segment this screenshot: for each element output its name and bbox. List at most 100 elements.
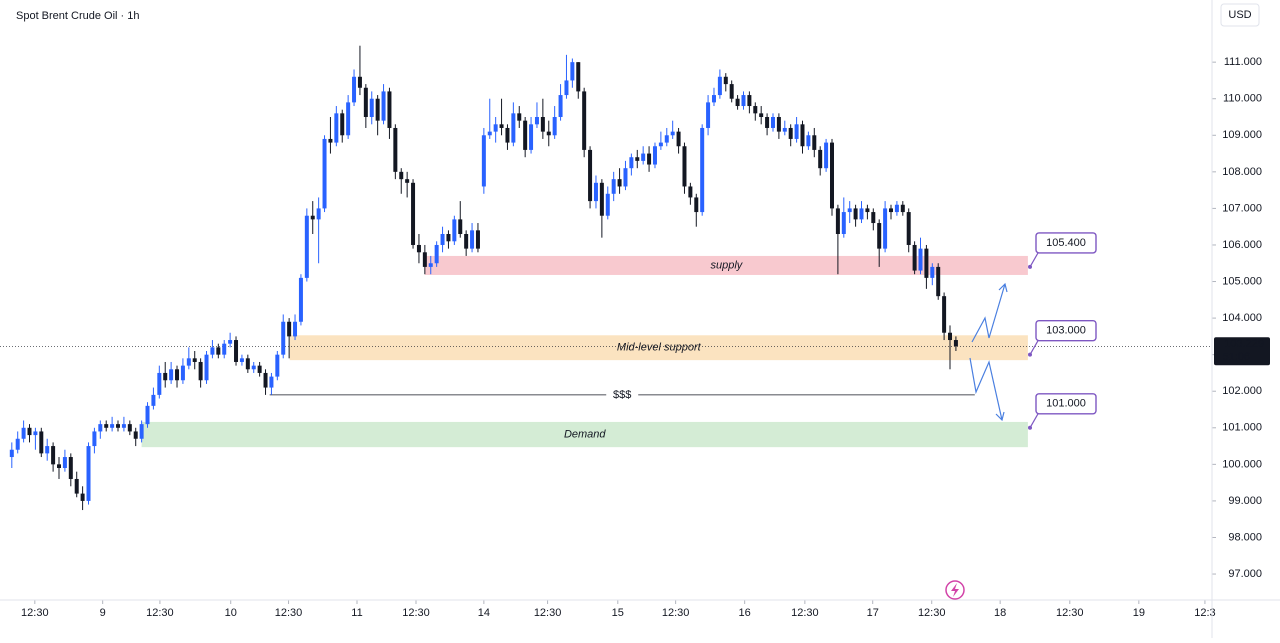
candle-body (57, 464, 62, 469)
candle-body (116, 424, 121, 428)
candle-body (127, 424, 132, 432)
x-tick-label: 12:3 (1194, 607, 1215, 619)
zone (141, 421, 1028, 448)
x-tick-label: 12:30 (1056, 607, 1084, 619)
candle-body (234, 340, 239, 362)
candle-body (770, 117, 775, 128)
candle-body (676, 131, 681, 147)
candle-body (953, 340, 958, 347)
candle-body (694, 197, 699, 213)
zone-label: Demand (564, 428, 606, 440)
y-tick-label: 98.000 (1228, 531, 1262, 543)
candle-body (340, 113, 345, 136)
callout-connector (1029, 413, 1039, 429)
candle-body (33, 431, 38, 436)
candle-body (216, 347, 221, 355)
candle-body (747, 95, 752, 107)
candle-body (647, 153, 652, 165)
candle-body (499, 124, 504, 128)
candle-body (682, 146, 687, 187)
zones-layer: supply Mid-level support Demand $$$ (0, 255, 1212, 448)
projection-down (969, 357, 1003, 421)
candle-body (139, 424, 144, 439)
liquidity-label: $$$ (613, 389, 631, 401)
candle-body (51, 446, 56, 465)
candle-body (204, 354, 209, 381)
projection-up (971, 283, 1006, 343)
currency-label[interactable]: USD (1228, 9, 1251, 21)
candle-body (452, 219, 457, 242)
candle-body (711, 95, 716, 103)
callout-label: 105.400 (1046, 237, 1086, 249)
candle-body (912, 244, 917, 271)
candle-body (641, 153, 646, 161)
candle-body (110, 424, 115, 428)
candle-body (818, 149, 823, 169)
zone-label: Mid-level support (617, 342, 702, 354)
candle-body (411, 182, 416, 245)
candle-body (381, 91, 386, 121)
candle-body (948, 332, 953, 341)
candle-body (853, 208, 858, 220)
candle-body (298, 277, 303, 322)
candle-body (475, 230, 480, 249)
candle-body (245, 358, 250, 370)
x-tick-label: 12:30 (402, 607, 430, 619)
x-tick-label: 12:30 (21, 607, 49, 619)
y-tick-label: 102.000 (1222, 385, 1262, 397)
candle-body (239, 358, 244, 362)
candle-body (623, 168, 628, 187)
candle-body (428, 263, 433, 267)
x-tick-label: 11 (351, 607, 362, 619)
candle-body (27, 427, 32, 436)
liquidity-label-bg (606, 386, 639, 403)
candle-body (287, 321, 292, 337)
x-tick-label: 15 (612, 607, 624, 619)
candle-body (936, 266, 941, 297)
candle-body (800, 124, 805, 147)
candle-body (906, 212, 911, 245)
candle-body (865, 208, 870, 213)
candle-body (263, 372, 268, 388)
candle-body (434, 244, 439, 264)
candle-body (222, 343, 227, 355)
candle-body (357, 76, 362, 88)
y-tick-label: 97.000 (1228, 568, 1262, 580)
replay-icon[interactable] (945, 580, 965, 600)
candle-body (322, 138, 327, 209)
candle-body (121, 424, 126, 428)
candle-body (883, 208, 888, 249)
x-tick-label: 14 (478, 607, 490, 619)
candle-body (629, 157, 634, 169)
callout-connector (1029, 252, 1039, 268)
candle-body (824, 142, 829, 169)
zone (289, 335, 1028, 361)
candle-body (481, 135, 486, 187)
candle-body (151, 394, 156, 406)
candle-body (664, 135, 669, 143)
arrow-head-down (995, 411, 1005, 422)
candles-layer (9, 45, 958, 511)
y-tick-label: 111.000 (1224, 56, 1262, 68)
candle-body (812, 135, 817, 150)
candle-body (517, 113, 522, 121)
candle-body (611, 179, 616, 194)
candle-body (564, 80, 569, 96)
candle-body (829, 142, 834, 209)
candle-body (487, 131, 492, 136)
candle-body (900, 204, 905, 213)
x-tick-label: 10 (225, 607, 237, 619)
candle-body (68, 457, 73, 479)
candle-body (511, 113, 516, 143)
candle-body (21, 427, 26, 439)
candle-body (735, 98, 740, 107)
candle-body (62, 457, 67, 469)
y-tick-label: 109.000 (1222, 129, 1262, 141)
candle-body (275, 354, 280, 377)
x-tick-label: 12:30 (146, 607, 174, 619)
currency-button[interactable] (1220, 3, 1260, 27)
candle-body (859, 208, 864, 220)
